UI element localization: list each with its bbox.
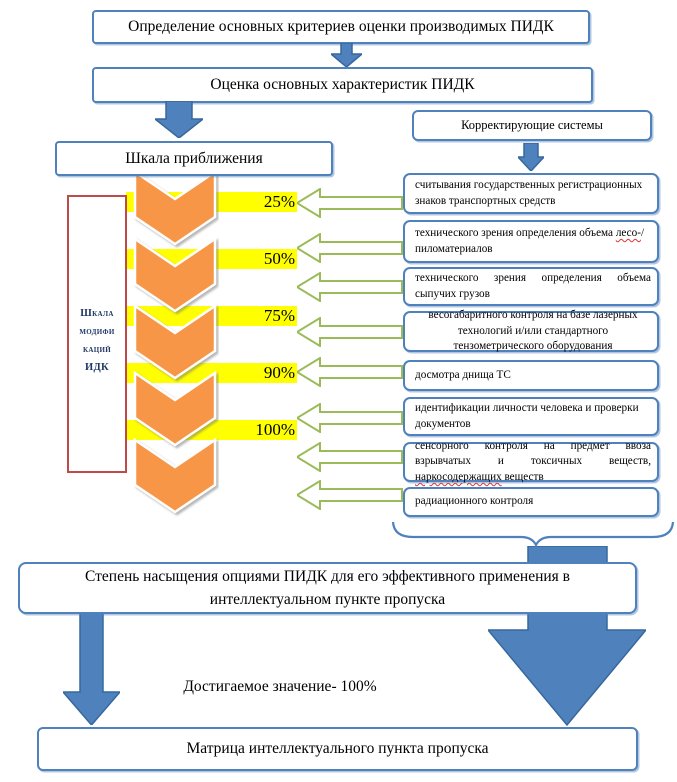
corrective-system-box-plate-reading: считывания государственных регистрационн… [403, 173, 659, 214]
approximation-scale-box: Шкала приближения [55, 141, 333, 176]
corrective-system-text: радиационного контроля [415, 495, 534, 508]
corrective-systems-header-box: Корректирующие системы [412, 110, 652, 141]
down-arrow-icon [63, 612, 120, 725]
connector-arrow-left-icon [297, 233, 403, 263]
corrective-system-text: считывания государственных регистрационн… [415, 178, 643, 207]
connector-arrow-left-icon [297, 272, 403, 302]
corrective-system-text: сенсорного контроля на предмет ввоза взр… [415, 439, 651, 483]
corrective-system-box-underbody-inspection: досмотра днища ТС [403, 360, 659, 391]
percent-label: 50% [263, 249, 295, 268]
criteria-box-label: Определение основных критериев оценки пр… [128, 18, 554, 35]
connector-arrow-left-icon [297, 357, 403, 387]
matrix-box-label: Матрица интеллектуального пункта пропуск… [186, 740, 489, 757]
corrective-system-box-weight-control: весогабаритного контроля на базе лазерны… [403, 309, 659, 353]
connector-arrow-left-icon [297, 480, 403, 510]
chevron-stack-icon [133, 172, 217, 514]
corrective-system-text: технического зрения определения объема л… [415, 226, 645, 255]
corrective-system-box-bulk-cargo: технического зрения определения объема с… [403, 267, 659, 306]
evaluation-box: Оценка основных характеристик ПИДК [92, 67, 593, 103]
criteria-box: Определение основных критериев оценки пр… [92, 10, 590, 44]
corrective-system-text: досмотра днища ТС [415, 368, 511, 381]
down-arrow-icon [331, 43, 362, 67]
brace-bracket-icon [391, 521, 675, 548]
corrective-system-text: идентификации личности человека и провер… [415, 401, 639, 430]
percent-label: 75% [263, 306, 295, 325]
down-arrow-icon [518, 143, 544, 171]
percent-label: 100% [255, 420, 295, 439]
corrective-systems-header-label: Корректирующие системы [461, 118, 603, 132]
percent-label: 90% [263, 363, 295, 382]
connector-arrow-left-icon [297, 188, 403, 218]
matrix-box: Матрица интеллектуального пункта пропуск… [37, 727, 638, 771]
corrective-system-text: весогабаритного контроля на базе лазерны… [428, 309, 638, 353]
connector-arrow-left-icon [297, 403, 403, 433]
approximation-scale-label: Шкала приближения [125, 149, 263, 167]
idk-modifications-scale-box: Шкала модифи каций ИДК [67, 195, 127, 473]
saturation-degree-label: Степень насыщения опциями ПИДК для его э… [84, 567, 570, 608]
achieved-value-text: Достигаемое значение- 100% [183, 678, 377, 695]
idk-modifications-scale-label: Шкала модифи каций ИДК [79, 308, 115, 373]
percent-label: 25% [263, 192, 295, 211]
connector-arrow-left-icon [297, 317, 403, 347]
connector-arrow-left-icon [297, 442, 403, 472]
down-arrow-icon [155, 101, 203, 138]
corrective-system-box-radiation-control: радиационного контроля [403, 487, 659, 517]
saturation-degree-box: Степень насыщения опциями ПИДК для его э… [18, 562, 637, 614]
corrective-system-box-sensor-control: сенсорного контроля на предмет ввоза взр… [403, 440, 659, 483]
evaluation-box-label: Оценка основных характеристик ПИДК [210, 76, 475, 93]
corrective-system-box-identity-check: идентификации личности человека и провер… [403, 397, 659, 436]
corrective-system-box-timber-volume: технического зрения определения объема л… [403, 220, 659, 263]
corrective-system-text: технического зрения определения объема с… [415, 271, 651, 300]
